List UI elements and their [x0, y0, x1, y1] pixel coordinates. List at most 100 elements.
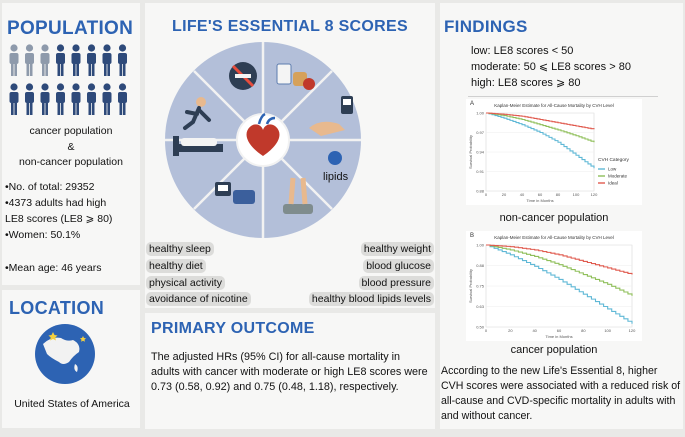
wheel-label-lipids: lipids [323, 171, 349, 183]
globe-icon [35, 324, 95, 384]
x-tick-label: 100 [573, 192, 580, 197]
y-tick-label: 0.50 [476, 325, 485, 330]
stat-high-le8: •4373 adults had high [5, 197, 107, 209]
person-icon [87, 83, 96, 91]
chart-a-caption: non-cancer population [499, 212, 609, 224]
x-tick-label: 120 [629, 328, 636, 333]
x-tick-label: 120 [591, 192, 598, 197]
y-tick-label: 0.91 [476, 169, 485, 174]
stat-age: •Mean age: 46 years [5, 262, 102, 274]
running-icon [183, 97, 211, 130]
x-tick-label: 40 [520, 192, 525, 197]
le8-wheel: lipids [165, 42, 361, 238]
legend-entry: Low [608, 167, 617, 172]
x-tick-label: 0 [485, 192, 488, 197]
person-icon [10, 44, 18, 52]
outcome-text: The adjusted HRs (95% CI) for all-cause … [151, 351, 428, 393]
people-icons [9, 44, 127, 115]
blood-pressure-icon [215, 182, 255, 204]
findings-panel [440, 3, 683, 429]
y-tick-label: 1.00 [476, 243, 485, 248]
legend-entry: Moderate [608, 174, 628, 179]
stat-total: •No. of total: 29352 [5, 181, 95, 193]
definition-moderate: moderate: 50 ⩽ LE8 scores > 80 [471, 61, 631, 73]
pill-avoid-nicotine: avoidance of nicotine [146, 292, 251, 306]
y-tick-label: 0.75 [476, 284, 485, 289]
outcome-title: PRIMARY OUTCOME [151, 320, 315, 337]
chart-title: Kaplan-Meier Estimate for All-Cause Mort… [494, 103, 614, 108]
population-title: POPULATION [7, 18, 134, 39]
panel-label: A [470, 101, 474, 107]
x-axis-label: Time in Months [526, 198, 553, 203]
y-axis-label: Survival Probability [468, 269, 473, 303]
pill-healthy-diet: healthy diet [146, 259, 206, 273]
person-icon [25, 83, 34, 91]
x-tick-label: 60 [538, 192, 543, 197]
chart-b-caption: cancer population [510, 344, 598, 356]
person-icon [41, 83, 49, 91]
findings-conclusion: According to the new Life's Essential 8,… [441, 365, 681, 422]
findings-title: FINDINGS [444, 17, 528, 36]
y-tick-label: 1.00 [476, 111, 485, 116]
y-tick-label: 0.63 [476, 304, 485, 309]
y-tick-label: 0.94 [476, 150, 485, 155]
x-tick-label: 20 [508, 328, 513, 333]
y-axis-label: Survival Probability [468, 135, 473, 169]
legend-entry: Ideal [608, 181, 618, 186]
stat-women: •Women: 50.1% [5, 229, 81, 241]
series-line-moderate [486, 112, 595, 143]
outcome-panel [145, 313, 435, 429]
pill-physical-activity: physical activity [146, 276, 225, 290]
x-tick-label: 60 [557, 328, 562, 333]
pill-blood-glucose: blood glucose [363, 259, 434, 273]
series-line-moderate [486, 244, 633, 296]
x-tick-label: 80 [581, 328, 586, 333]
person-icon [56, 83, 65, 91]
person-icon [10, 83, 18, 91]
person-icon [103, 83, 111, 91]
series-line-low [486, 244, 633, 324]
person-icon [72, 44, 80, 52]
y-tick-label: 0.88 [476, 189, 485, 194]
x-tick-label: 20 [502, 192, 507, 197]
sleep-icon [173, 136, 223, 156]
person-icon [56, 44, 65, 52]
diet-icon [276, 63, 315, 90]
no-smoking-icon [229, 62, 257, 90]
pill-healthy-sleep: healthy sleep [146, 242, 214, 256]
panel-label: B [470, 233, 474, 239]
series-line-low [486, 112, 595, 169]
legend-title: CVH Category [598, 157, 630, 163]
definition-low: low: LE8 scores < 50 [471, 45, 574, 57]
person-icon [25, 44, 34, 52]
pill-healthy-weight: healthy weight [360, 242, 434, 256]
groups-line2: non-cancer population [19, 156, 123, 168]
x-tick-label: 40 [532, 328, 537, 333]
person-icon [118, 44, 127, 52]
km-chart-non-cancer: Kaplan-Meier Estimate for All-Cause Mort… [466, 99, 642, 205]
person-icon [118, 83, 127, 91]
x-tick-label: 0 [485, 328, 488, 333]
heart-icon [246, 124, 280, 156]
groups-line1: cancer population [29, 125, 113, 137]
population-panel [2, 3, 140, 285]
stat-high-le8-cont: LE8 scores (LE8 ⩾ 80) [5, 213, 113, 225]
findings-divider [468, 96, 658, 97]
x-tick-label: 100 [604, 328, 611, 333]
glucose-meter-icon [309, 96, 353, 136]
person-icon [103, 44, 111, 52]
scale-icon [283, 177, 313, 214]
chart-title: Kaplan-Meier Estimate for All-Cause Mort… [494, 235, 614, 240]
km-chart-cancer: Kaplan-Meier Estimate for All-Cause Mort… [466, 231, 642, 341]
y-tick-label: 0.97 [476, 130, 485, 135]
groups-amp: & [67, 141, 75, 153]
person-icon [41, 44, 49, 52]
series-line-ideal [486, 244, 633, 275]
definition-high: high: LE8 scores ⩾ 80 [471, 77, 581, 89]
person-icon [87, 44, 96, 52]
person-icon [72, 83, 80, 91]
le8-title: LIFE'S ESSENTIAL 8 SCORES [172, 18, 408, 35]
y-tick-label: 0.88 [476, 263, 485, 268]
x-axis-label: Time in Months [545, 334, 572, 339]
location-country: United States of America [14, 398, 130, 410]
